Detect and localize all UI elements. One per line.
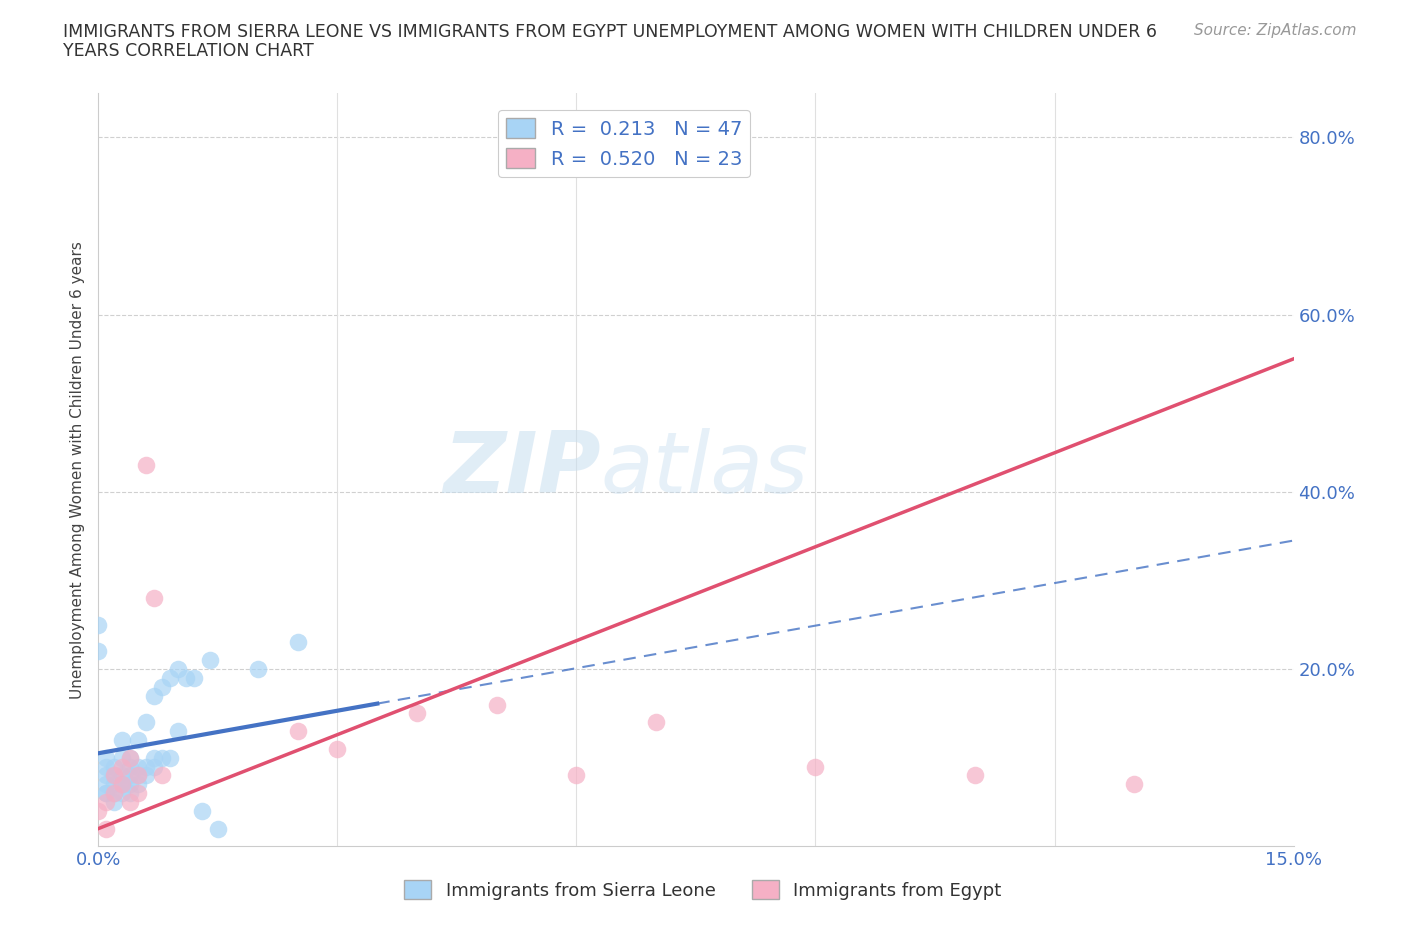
Point [167,724,190,738]
Point [111,733,134,748]
Point [191,804,214,818]
Point [159,671,181,685]
Point [96,759,118,774]
Point [87,618,110,632]
Point [103,768,125,783]
Point [120,777,142,791]
Point [326,741,349,756]
Point [103,794,125,809]
Point [120,786,142,801]
Text: atlas: atlas [600,428,808,512]
Text: YEARS CORRELATION CHART: YEARS CORRELATION CHART [63,42,314,60]
Point [565,768,588,783]
Point [804,759,827,774]
Point [174,671,197,685]
Point [96,786,118,801]
Point [127,768,149,783]
Point [96,821,118,836]
Point [103,786,125,801]
Point [127,759,149,774]
Text: Source: ZipAtlas.com: Source: ZipAtlas.com [1194,23,1357,38]
Point [111,777,134,791]
Point [143,751,166,765]
Point [96,768,118,783]
Point [135,458,157,472]
Point [120,794,142,809]
Point [120,751,142,765]
Point [96,794,118,809]
Point [167,661,190,676]
Point [87,804,110,818]
Point [120,759,142,774]
Point [120,768,142,783]
Point [103,777,125,791]
Point [103,768,125,783]
Point [96,786,118,801]
Point [485,698,508,712]
Point [963,768,986,783]
Point [287,635,309,650]
Point [111,777,134,791]
Point [135,759,157,774]
Point [406,706,429,721]
Legend: R =  0.213   N = 47, R =  0.520   N = 23: R = 0.213 N = 47, R = 0.520 N = 23 [499,111,749,177]
Point [96,777,118,791]
Point [207,821,229,836]
Point [111,777,134,791]
Point [150,768,173,783]
Point [127,777,149,791]
Point [127,786,149,801]
Point [103,759,125,774]
Point [96,751,118,765]
Point [111,759,134,774]
Point [87,644,110,658]
Point [198,653,221,668]
Point [143,688,166,703]
Point [111,786,134,801]
Point [143,591,166,605]
Point [135,715,157,730]
Point [287,724,309,738]
Point [120,751,142,765]
Point [150,751,173,765]
Point [111,768,134,783]
Point [150,679,173,694]
Point [127,733,149,748]
Point [111,751,134,765]
Point [159,751,181,765]
Legend: Immigrants from Sierra Leone, Immigrants from Egypt: Immigrants from Sierra Leone, Immigrants… [396,873,1010,907]
Point [645,715,668,730]
Point [143,759,166,774]
Point [183,671,205,685]
Text: IMMIGRANTS FROM SIERRA LEONE VS IMMIGRANTS FROM EGYPT UNEMPLOYMENT AMONG WOMEN W: IMMIGRANTS FROM SIERRA LEONE VS IMMIGRAN… [63,23,1157,41]
Y-axis label: Unemployment Among Women with Children Under 6 years: Unemployment Among Women with Children U… [69,241,84,698]
Point [1123,777,1146,791]
Point [127,768,149,783]
Point [135,768,157,783]
Point [103,786,125,801]
Text: ZIP: ZIP [443,428,600,512]
Point [246,661,269,676]
